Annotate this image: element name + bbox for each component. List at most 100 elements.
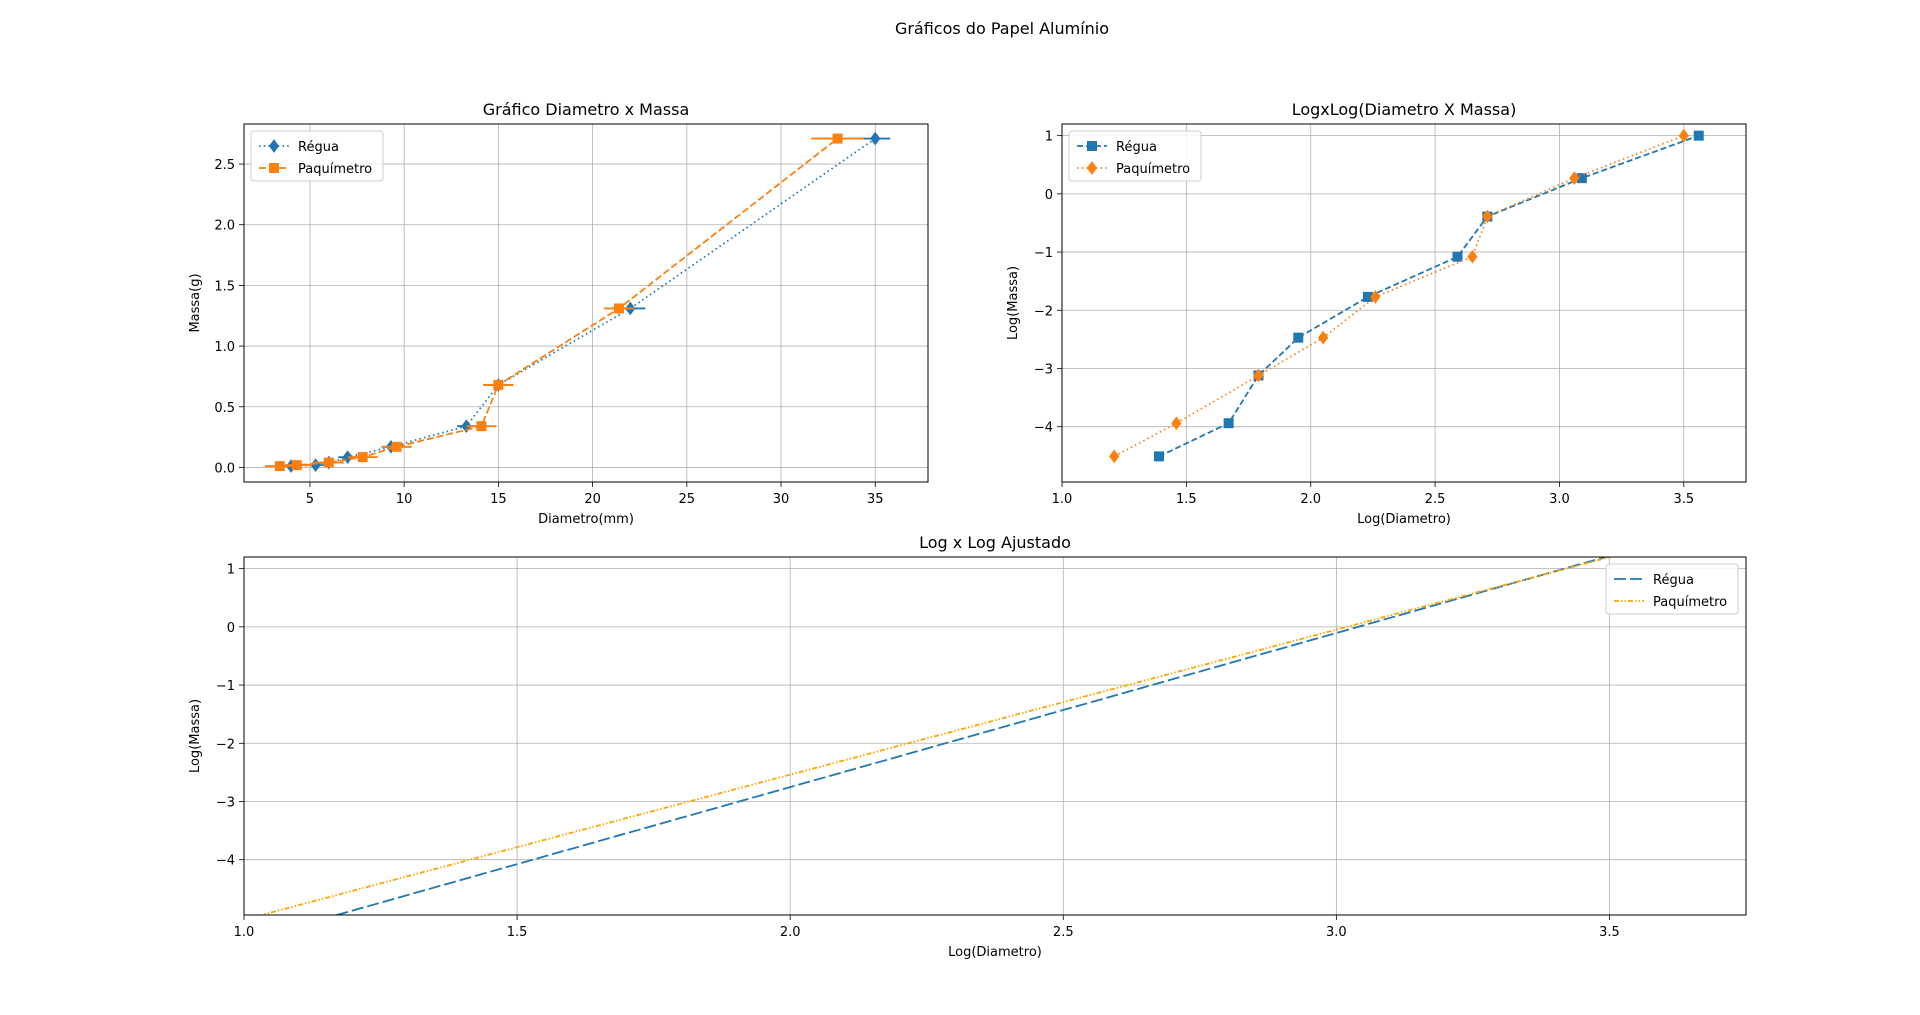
data-point xyxy=(291,460,302,471)
series-line xyxy=(1158,134,1700,458)
y-tick-label: −4 xyxy=(216,854,235,869)
legend-label: Régua xyxy=(1653,573,1694,588)
data-point xyxy=(323,457,334,468)
data-point xyxy=(274,461,285,472)
y-tick-label: 0.5 xyxy=(214,401,235,416)
data-point xyxy=(1318,330,1329,345)
x-tick-label: 2.0 xyxy=(780,925,801,940)
x-tick-label: 30 xyxy=(773,492,790,507)
legend-label: Régua xyxy=(1116,140,1157,155)
y-tick-label: 0 xyxy=(227,621,235,636)
data-point xyxy=(476,421,487,432)
data-point xyxy=(1223,418,1234,429)
chart-legend: Régua Paquímetro xyxy=(1068,130,1202,182)
series-line xyxy=(1113,134,1685,458)
y-tick-label: 2.0 xyxy=(214,219,235,234)
chart-title: LogxLog(Diametro X Massa) xyxy=(1292,100,1517,119)
chart-legend: Régua Paquímetro xyxy=(250,130,384,182)
x-tick-label: 3.5 xyxy=(1673,492,1694,507)
chart-data-area xyxy=(1109,128,1704,464)
x-axis-label: Log(Diametro) xyxy=(948,945,1042,960)
chart-data-area xyxy=(258,557,1614,915)
x-tick-label: 1.0 xyxy=(1052,492,1073,507)
chart-legend: Régua Paquímetro xyxy=(1605,563,1739,615)
y-axis-label: Log(Massa) xyxy=(188,699,203,773)
y-tick-label: −1 xyxy=(1034,246,1053,261)
legend-label: Paquímetro xyxy=(298,162,372,177)
x-tick-label: 10 xyxy=(396,492,413,507)
y-tick-label: −3 xyxy=(1034,362,1053,377)
y-axis-label: Massa(g) xyxy=(188,273,203,332)
y-tick-label: −2 xyxy=(216,737,235,752)
data-point xyxy=(1482,209,1493,224)
chart-title: Gráfico Diametro x Massa xyxy=(483,100,690,119)
y-tick-label: 1 xyxy=(1045,130,1053,145)
x-tick-label: 3.0 xyxy=(1326,925,1347,940)
x-tick-label: 1.5 xyxy=(507,925,528,940)
legend-label: Paquímetro xyxy=(1653,595,1727,610)
legend-swatch-marker xyxy=(269,163,279,173)
x-axis-label: Diametro(mm) xyxy=(538,512,634,527)
y-tick-label: 1.5 xyxy=(214,279,235,294)
data-point xyxy=(832,133,843,144)
y-tick-label: 1 xyxy=(227,563,235,578)
y-tick-label: −3 xyxy=(216,795,235,810)
data-point xyxy=(1370,290,1381,304)
y-tick-label: −1 xyxy=(216,679,235,694)
x-tick-label: 2.0 xyxy=(1300,492,1321,507)
x-tick-label: 3.5 xyxy=(1599,925,1620,940)
legend-swatch-marker xyxy=(1087,141,1097,151)
data-point xyxy=(391,441,402,452)
x-tick-label: 5 xyxy=(306,492,314,507)
figure-suptitle: Gráficos do Papel Alumínio xyxy=(895,19,1109,38)
chart-data-area xyxy=(264,131,891,473)
data-point xyxy=(1109,449,1120,464)
data-point xyxy=(357,452,368,463)
data-point xyxy=(310,458,321,472)
chart-frame xyxy=(1061,123,1747,483)
series-line xyxy=(279,137,839,468)
x-tick-label: 15 xyxy=(490,492,507,507)
x-tick-label: 1.5 xyxy=(1176,492,1197,507)
chart-diametro-massa: 5 10 15 20 25 30 35 0.0 0.5 1.0 1.5 2.0 2.5 Gráfico D… xyxy=(188,100,929,527)
legend-label: Paquímetro xyxy=(1116,162,1190,177)
data-point xyxy=(613,303,624,314)
y-tick-label: 2.5 xyxy=(214,158,235,173)
chart-loglog-ajustado: 1.0 1.5 2.0 2.5 3.0 3.5 1 0 −1 −2 −3 −4 Log x Log Aj… xyxy=(188,533,1747,960)
data-point xyxy=(1452,251,1463,262)
data-point xyxy=(1293,332,1304,343)
data-point xyxy=(1693,130,1704,141)
chart-frame xyxy=(243,123,929,483)
x-tick-label: 20 xyxy=(584,492,601,507)
x-tick-label: 35 xyxy=(867,492,884,507)
y-tick-label: 0 xyxy=(1045,188,1053,203)
x-tick-label: 2.5 xyxy=(1425,492,1446,507)
data-point xyxy=(1154,451,1165,462)
chart-frame xyxy=(243,556,1747,916)
data-point xyxy=(1467,249,1478,264)
y-axis-label: Log(Massa) xyxy=(1006,266,1021,340)
legend-label: Régua xyxy=(298,140,339,155)
chart-title: Log x Log Ajustado xyxy=(919,533,1071,552)
x-tick-label: 3.0 xyxy=(1549,492,1570,507)
data-point xyxy=(493,379,504,390)
y-tick-label: −4 xyxy=(1034,421,1053,436)
series-line xyxy=(291,137,876,468)
chart-loglog-diametro-massa: 1.0 1.5 2.0 2.5 3.0 3.5 1 0 −1 −2 −3 −4 LogxLog(Diam… xyxy=(1006,100,1747,527)
data-point xyxy=(1253,368,1264,383)
series-line xyxy=(258,557,1614,915)
data-point xyxy=(1569,171,1580,185)
data-point xyxy=(870,131,881,146)
y-tick-label: 1.0 xyxy=(214,340,235,355)
y-tick-label: 0.0 xyxy=(214,461,235,476)
x-tick-label: 1.0 xyxy=(234,925,255,940)
x-axis-label: Log(Diametro) xyxy=(1357,512,1451,527)
y-tick-label: −2 xyxy=(1034,304,1053,319)
x-tick-label: 2.5 xyxy=(1053,925,1074,940)
legend-swatch-marker xyxy=(1086,161,1098,175)
legend-swatch-marker xyxy=(268,139,280,153)
data-point xyxy=(1678,128,1689,143)
data-point xyxy=(1171,416,1182,431)
x-tick-label: 25 xyxy=(679,492,696,507)
